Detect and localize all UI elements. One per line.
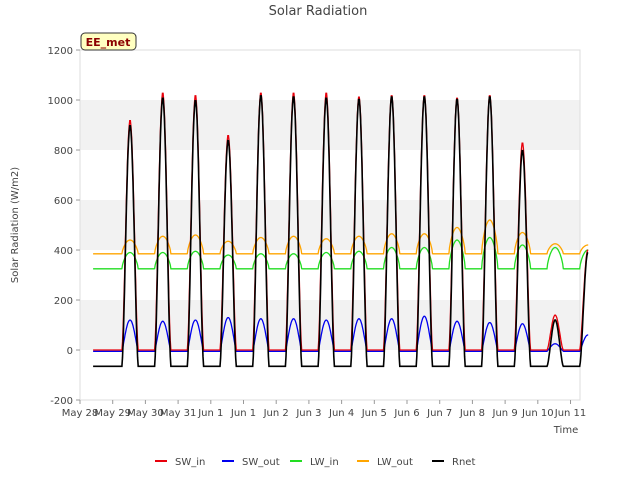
x-tick-label: Jun 4 — [328, 408, 354, 419]
x-tick-label: Jun 11 — [554, 408, 587, 419]
plot-frame — [79, 49, 581, 401]
x-tick-label: May 30 — [127, 408, 164, 419]
y-axis: -200 0 200 400 600 800 1000 1200 — [48, 46, 80, 407]
chart-title: Solar Radiation — [269, 4, 368, 19]
x-tick-label: Jun 7 — [426, 408, 452, 419]
y-tick-label: 200 — [54, 296, 73, 307]
legend: SW_in SW_out LW_in LW_out Rnet — [155, 457, 475, 468]
series-line-sw-in — [93, 92, 589, 351]
y-tick-label: 1000 — [48, 96, 73, 107]
y-axis-label: Solar Radiation (W/m2) — [10, 167, 21, 283]
site-badge: EE_met — [80, 32, 137, 51]
y-tick-label: 0 — [67, 346, 73, 357]
y-tick-label: 400 — [54, 246, 73, 257]
x-tick-label: Jun 1 — [197, 408, 223, 419]
grid-band — [80, 100, 580, 150]
series-lines — [93, 92, 589, 368]
x-tick-label: Jun 1 — [230, 408, 256, 419]
y-tick-label: -200 — [50, 396, 73, 407]
legend-label: SW_out — [242, 457, 280, 468]
y-tick-label: 1200 — [48, 46, 73, 57]
legend-label: Rnet — [452, 457, 475, 468]
x-tick-label: Jun 5 — [361, 408, 387, 419]
legend-label: LW_out — [377, 457, 413, 468]
series-line-lw-out — [93, 219, 589, 255]
site-badge-label: EE_met — [86, 36, 131, 49]
y-tick-label: 600 — [54, 196, 73, 207]
x-tick-label: Jun 8 — [459, 408, 485, 419]
x-tick-label: May 29 — [94, 408, 131, 419]
series-line-lw-in — [93, 236, 589, 270]
series-line-rnet — [93, 95, 589, 368]
x-tick-label: Jun 6 — [393, 408, 419, 419]
x-axis-label: Time — [553, 425, 578, 436]
x-tick-label: Jun 3 — [295, 408, 321, 419]
x-tick-label: Jun 10 — [521, 408, 554, 419]
legend-label: LW_in — [310, 457, 339, 468]
x-tick-label: May 31 — [160, 408, 197, 419]
site-badge-box — [80, 32, 137, 51]
x-tick-label: Jun 9 — [492, 408, 518, 419]
x-tick-label: Jun 2 — [263, 408, 289, 419]
y-tick-label: 800 — [54, 146, 73, 157]
series-line-sw-out — [93, 315, 589, 352]
x-tick-label: May 28 — [62, 408, 99, 419]
legend-label: SW_in — [175, 457, 205, 468]
